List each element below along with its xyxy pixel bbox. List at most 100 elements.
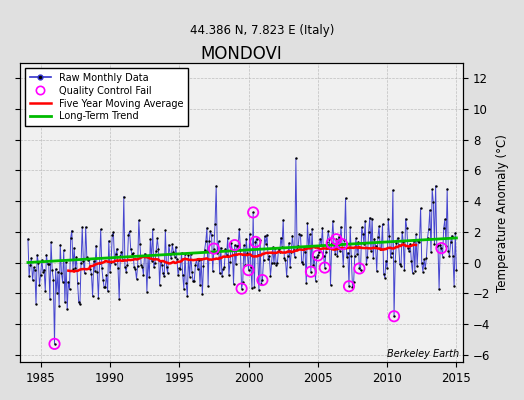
Point xyxy=(275,246,283,252)
Point xyxy=(356,267,365,274)
Point xyxy=(41,288,49,294)
Point xyxy=(270,260,278,266)
Point xyxy=(233,242,241,249)
Point xyxy=(115,296,123,303)
Point xyxy=(116,253,125,259)
Text: 44.386 N, 7.823 E (Italy): 44.386 N, 7.823 E (Italy) xyxy=(190,24,334,37)
Point xyxy=(304,243,313,250)
Point xyxy=(97,265,106,272)
Point xyxy=(162,264,171,270)
Point xyxy=(362,261,370,267)
Point xyxy=(439,253,447,260)
Point xyxy=(401,216,410,222)
Point xyxy=(179,272,187,278)
Point xyxy=(125,228,134,235)
Point xyxy=(324,228,332,234)
Point xyxy=(452,267,461,274)
Point xyxy=(244,267,253,273)
Point xyxy=(235,226,244,232)
Point xyxy=(201,247,209,253)
Point xyxy=(444,248,453,254)
Point xyxy=(314,252,322,259)
Point xyxy=(55,302,63,309)
Point xyxy=(238,279,247,285)
Point xyxy=(354,238,363,245)
Point xyxy=(414,238,422,244)
Point xyxy=(261,241,270,247)
Point xyxy=(325,236,334,242)
Point xyxy=(442,243,450,249)
Point xyxy=(60,247,68,254)
Point xyxy=(152,248,160,254)
Point xyxy=(249,209,257,216)
Point xyxy=(252,239,260,245)
Point xyxy=(103,288,112,294)
Point xyxy=(352,235,360,242)
Point xyxy=(61,299,69,305)
Point xyxy=(406,240,414,247)
Point xyxy=(375,223,383,230)
Point xyxy=(79,258,88,264)
Point xyxy=(344,250,352,256)
Point xyxy=(254,252,262,258)
Point xyxy=(390,313,398,320)
Point xyxy=(382,257,390,264)
Point xyxy=(225,272,233,278)
Point xyxy=(51,266,60,272)
Point xyxy=(250,284,258,290)
Point xyxy=(185,274,194,280)
Point xyxy=(256,237,264,243)
Point xyxy=(266,273,275,279)
Point xyxy=(39,268,47,275)
Point xyxy=(214,238,223,244)
Point xyxy=(70,244,78,251)
Point xyxy=(163,270,172,276)
Point xyxy=(102,271,111,278)
Point xyxy=(88,271,96,277)
Point xyxy=(231,242,239,248)
Point xyxy=(440,225,448,231)
Title: MONDOVI: MONDOVI xyxy=(201,45,282,63)
Point xyxy=(378,221,387,227)
Point xyxy=(451,230,460,236)
Point xyxy=(169,249,178,255)
Point xyxy=(376,245,385,252)
Point xyxy=(42,252,51,258)
Point xyxy=(259,256,268,263)
Point xyxy=(298,259,306,266)
Point xyxy=(188,269,196,276)
Point xyxy=(374,234,382,241)
Point xyxy=(314,252,322,259)
Point xyxy=(288,232,297,239)
Point xyxy=(140,250,149,257)
Point xyxy=(346,224,354,230)
Point xyxy=(257,281,266,287)
Point xyxy=(32,301,40,308)
Point xyxy=(409,237,418,244)
Point xyxy=(355,265,364,272)
Point xyxy=(49,276,58,283)
Point xyxy=(118,256,127,263)
Point xyxy=(156,282,164,288)
Point xyxy=(345,283,353,290)
Point xyxy=(190,278,199,284)
Point xyxy=(136,240,144,247)
Point xyxy=(296,232,304,238)
Point xyxy=(161,227,170,234)
Point xyxy=(400,267,409,274)
Point xyxy=(47,239,55,246)
Point xyxy=(50,341,59,347)
Point xyxy=(412,231,420,238)
Point xyxy=(46,296,54,302)
Point xyxy=(423,234,432,241)
Point xyxy=(392,240,400,246)
Point xyxy=(430,241,439,247)
Point xyxy=(112,251,120,258)
Point xyxy=(67,235,75,241)
Point xyxy=(85,256,93,262)
Point xyxy=(113,246,121,252)
Point xyxy=(150,264,158,270)
Point xyxy=(195,257,203,264)
Point xyxy=(338,241,346,247)
Point xyxy=(222,252,231,258)
